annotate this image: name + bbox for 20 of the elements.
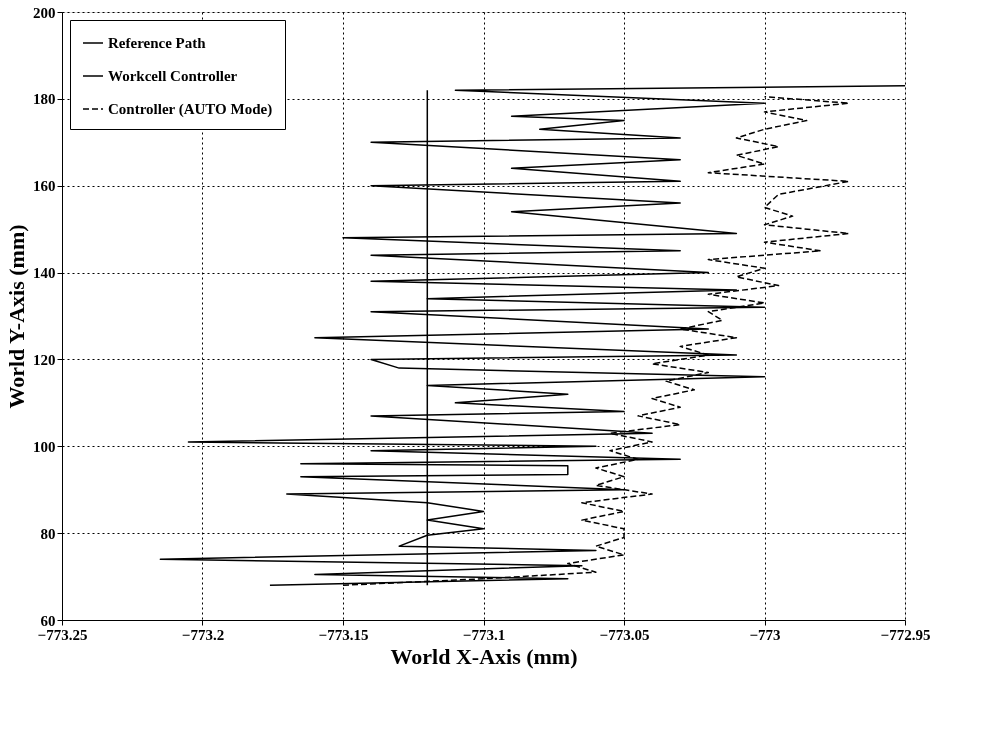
- y-tick-label: 60: [40, 612, 56, 629]
- y-tick-label: 120: [33, 351, 56, 368]
- x-tick-label: −773: [749, 626, 781, 643]
- y-tick-label: 140: [33, 265, 56, 282]
- y-axis-title: World Y-Axis (mm): [4, 224, 29, 409]
- y-tick-label: 180: [33, 91, 56, 108]
- x-axis-title: World X-Axis (mm): [390, 643, 578, 669]
- legend-label: Reference Path: [108, 35, 207, 51]
- x-tick-label: −772.95: [880, 626, 931, 643]
- legend-label: Controller (AUTO Mode): [108, 101, 273, 118]
- y-tick-label: 160: [33, 178, 56, 195]
- y-tick-label: 80: [40, 525, 56, 542]
- x-tick-label: −773.1: [462, 626, 506, 643]
- y-tick-label: 100: [33, 438, 56, 455]
- x-tick-label: −773.2: [181, 626, 225, 643]
- x-tick-label: −773.25: [37, 626, 88, 643]
- x-tick-label: −773.15: [318, 626, 369, 643]
- x-tick-label: −773.05: [599, 626, 650, 643]
- y-tick-label: 200: [33, 4, 56, 21]
- legend-label: Workcell Controller: [108, 68, 238, 84]
